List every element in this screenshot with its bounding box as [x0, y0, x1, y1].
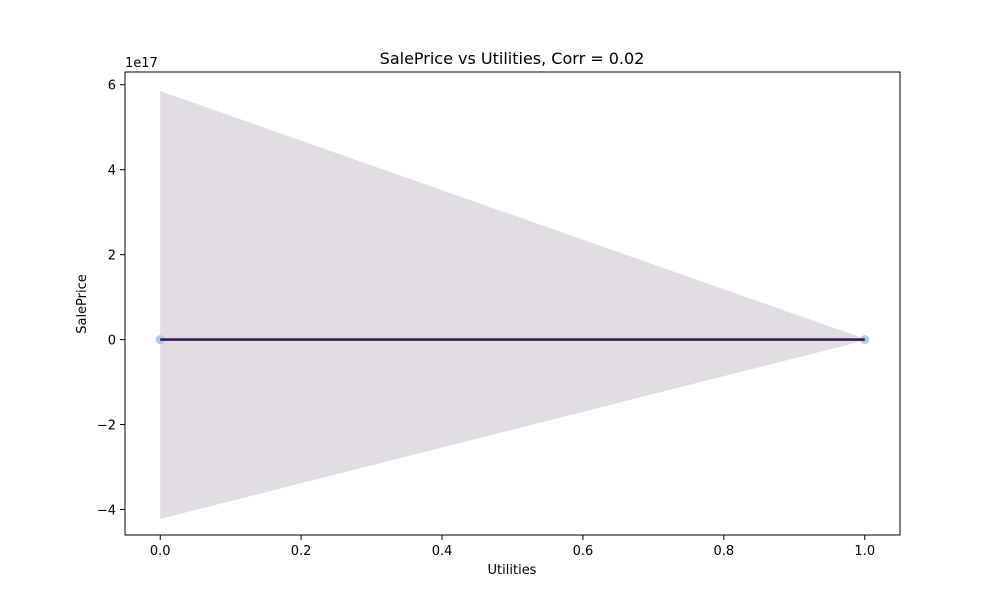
x-tick-label-4: 0.8 [714, 544, 735, 559]
y-tick-label-1: −2 [97, 419, 116, 434]
y-tick-label-0: −4 [97, 504, 116, 519]
y-tick-label-4: 4 [108, 164, 116, 179]
x-tick-label-0: 0.0 [150, 544, 171, 559]
y-axis-label: SalePrice [75, 274, 90, 334]
axes-frame [124, 71, 901, 536]
x-tick-label-2: 0.4 [432, 544, 453, 559]
x-tick-label-1: 0.2 [291, 544, 312, 559]
chart-title: SalePrice vs Utilities, Corr = 0.02 [380, 49, 645, 68]
x-tick-label-3: 0.6 [573, 544, 594, 559]
y-tick-label-2: 0 [108, 334, 116, 349]
confidence-band [160, 91, 865, 519]
x-tick-label-5: 1.0 [854, 544, 875, 559]
y-tick-label-3: 2 [108, 249, 116, 264]
y-tick-label-5: 6 [108, 79, 116, 94]
y-offset-label: 1e17 [125, 56, 158, 71]
plot-area: 0.0 0.2 0.4 0.6 0.8 1.0 −4 −2 0 2 4 6 [97, 71, 901, 559]
x-axis-label: Utilities [488, 563, 537, 578]
